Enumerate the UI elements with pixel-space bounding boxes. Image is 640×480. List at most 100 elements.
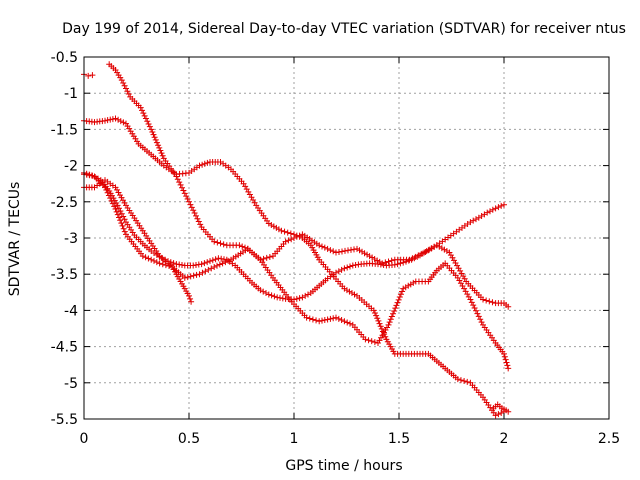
- data-point: [194, 215, 201, 222]
- data-point: [141, 112, 148, 119]
- data-point: [145, 255, 152, 262]
- data-point: [371, 310, 378, 317]
- series-track-6: [81, 115, 507, 419]
- data-point: [483, 297, 490, 304]
- data-point: [391, 261, 398, 268]
- data-point: [339, 248, 345, 255]
- data-point: [179, 184, 185, 191]
- data-point: [456, 277, 463, 284]
- data-point: [285, 237, 292, 244]
- data-point: [176, 179, 183, 186]
- data-point: [265, 220, 272, 227]
- data-point: [199, 161, 206, 168]
- data-point: [461, 275, 468, 282]
- data-point: [309, 316, 316, 323]
- data-point: [467, 296, 474, 303]
- data-point: [102, 184, 108, 191]
- data-point: [489, 206, 496, 213]
- data-point: [151, 257, 157, 264]
- data-point: [504, 362, 511, 369]
- data-point: [102, 117, 108, 124]
- data-series: [81, 61, 512, 419]
- data-point: [212, 256, 219, 263]
- data-point: [480, 296, 486, 303]
- data-point: [330, 248, 337, 255]
- data-point: [139, 107, 146, 114]
- data-point: [281, 228, 288, 235]
- data-point: [473, 216, 479, 223]
- grid-lines: [84, 57, 609, 419]
- data-point: [407, 281, 414, 288]
- y-tick-label: -2: [64, 159, 78, 175]
- data-point: [187, 201, 194, 208]
- data-point: [385, 321, 392, 328]
- y-tick-label: -3: [64, 231, 78, 247]
- data-point: [116, 214, 122, 221]
- data-point: [495, 204, 502, 211]
- data-point: [263, 290, 269, 297]
- data-point: [405, 257, 412, 264]
- data-point: [390, 310, 397, 317]
- data-point: [153, 139, 160, 146]
- data-point: [333, 314, 339, 321]
- data-point: [459, 282, 466, 289]
- x-tick-label: 0.5: [178, 431, 200, 447]
- data-point: [462, 288, 469, 295]
- data-point: [465, 293, 472, 300]
- data-point: [386, 319, 393, 326]
- data-point: [464, 378, 471, 385]
- data-point: [371, 255, 378, 262]
- y-tick-label: -0.5: [51, 50, 78, 66]
- data-point: [470, 302, 477, 309]
- data-point: [397, 260, 404, 267]
- data-point: [455, 265, 462, 272]
- data-point: [188, 298, 195, 305]
- data-point: [120, 119, 127, 126]
- data-point: [158, 150, 165, 157]
- data-point: [118, 220, 125, 227]
- data-point: [118, 77, 125, 84]
- data-point: [117, 207, 124, 214]
- data-point: [287, 230, 294, 237]
- data-point: [142, 254, 149, 261]
- data-point: [204, 259, 211, 266]
- data-point: [394, 261, 401, 268]
- data-point: [191, 210, 198, 217]
- data-point: [177, 181, 184, 188]
- data-point: [505, 303, 512, 310]
- data-point: [321, 244, 328, 251]
- data-point: [245, 188, 252, 195]
- data-point: [183, 193, 190, 200]
- data-point: [392, 305, 399, 312]
- data-point: [196, 271, 203, 278]
- data-point: [369, 254, 376, 261]
- data-point: [371, 339, 378, 346]
- data-point: [408, 256, 415, 263]
- data-point: [187, 295, 194, 302]
- data-point: [284, 229, 291, 236]
- data-point: [113, 208, 120, 215]
- data-point: [382, 333, 389, 340]
- data-point: [503, 359, 510, 366]
- data-point: [288, 236, 295, 243]
- data-point: [457, 280, 464, 287]
- data-point: [181, 274, 188, 281]
- data-point: [438, 245, 445, 252]
- data-point: [335, 315, 342, 322]
- axis-ticks: 0 0.5 1 1.5 2 2.5 -5.5 -5 -4.5 -4 -3.5 -3 -2.5 -2 -1.5…: [51, 50, 620, 447]
- data-point: [316, 242, 323, 249]
- data-point: [348, 290, 355, 297]
- data-point: [251, 199, 258, 206]
- data-point: [351, 291, 358, 298]
- data-point: [335, 268, 342, 275]
- data-point: [376, 320, 383, 327]
- data-point: [214, 239, 221, 246]
- data-point: [405, 282, 412, 289]
- y-tick-label: -5: [64, 376, 78, 392]
- y-axis-label: SDTVAR / TECUs: [7, 182, 23, 297]
- data-point: [296, 295, 303, 302]
- data-point: [351, 246, 357, 253]
- data-point: [333, 269, 339, 276]
- data-point: [159, 261, 166, 268]
